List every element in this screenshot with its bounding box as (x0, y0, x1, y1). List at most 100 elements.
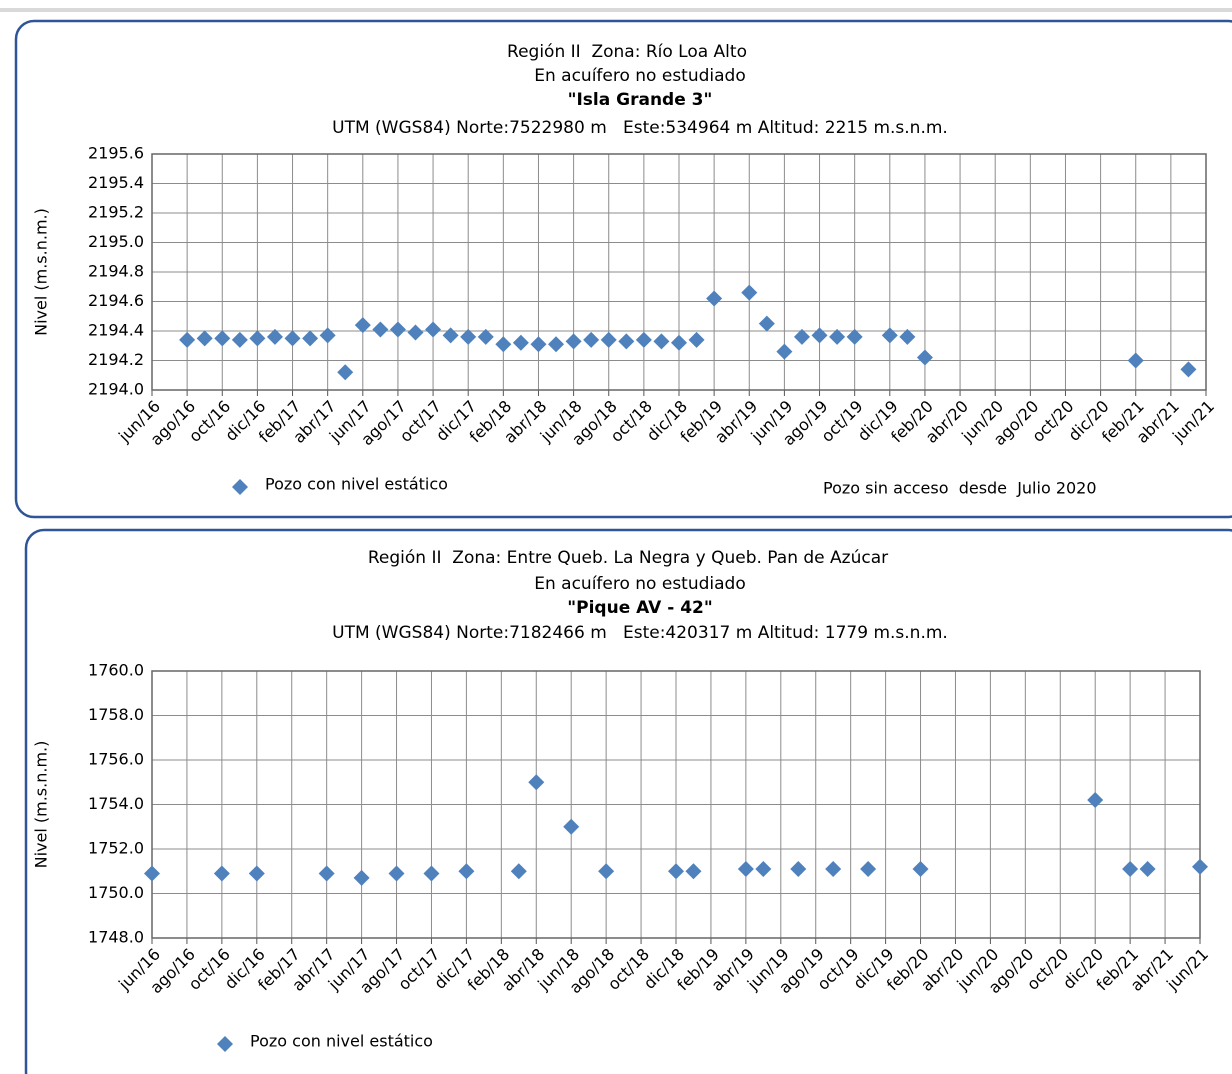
data-point (388, 865, 405, 882)
region-title: Región II Zona: Río Loa Alto (507, 42, 747, 62)
aquifer-title: En acuífero no estudiado (534, 66, 746, 86)
data-point (635, 331, 652, 348)
data-point (372, 321, 389, 338)
data-point (737, 861, 754, 878)
y-tick-label: 2195.2 (88, 203, 144, 222)
y-tick-label: 1748.0 (88, 928, 144, 947)
y-tick-label: 2194.2 (88, 350, 144, 369)
data-point (860, 861, 877, 878)
data-point (530, 336, 547, 353)
data-point (460, 328, 477, 345)
data-point (755, 861, 772, 878)
data-point (477, 328, 494, 345)
chart-subtitle: UTM (WGS84) Norte:7522980 m Este:534964 … (332, 118, 948, 138)
data-point (685, 863, 702, 880)
data-point (423, 865, 440, 882)
data-point (811, 327, 828, 344)
data-point (319, 327, 336, 344)
data-point (284, 330, 301, 347)
legend-label: Pozo con nivel estático (265, 475, 448, 494)
data-point (548, 336, 565, 353)
y-tick-label: 1756.0 (88, 750, 144, 769)
legend-marker (217, 1036, 233, 1052)
data-point (846, 328, 863, 345)
legend-label: Pozo con nivel estático (250, 1032, 433, 1051)
y-tick-label: 2194.6 (88, 291, 144, 310)
data-point (668, 863, 684, 880)
data-point (912, 861, 929, 878)
data-point (249, 330, 266, 347)
chart-subtitle: UTM (WGS84) Norte:7182466 m Este:420317 … (332, 623, 948, 643)
data-point (354, 317, 371, 334)
data-point (1122, 861, 1139, 878)
data-point (196, 330, 213, 347)
top-bar (0, 8, 1232, 12)
data-point (248, 865, 265, 882)
y-tick-label: 1758.0 (88, 705, 144, 724)
data-point (790, 861, 807, 878)
data-point (442, 327, 459, 344)
region-title: Región II Zona: Entre Queb. La Negra y Q… (368, 548, 888, 568)
data-point (598, 863, 615, 880)
data-point (1139, 861, 1156, 878)
chart-title: "Pique AV - 42" (567, 598, 712, 618)
data-point (583, 331, 600, 348)
data-point (266, 328, 283, 345)
data-point (510, 863, 527, 880)
annotation: Pozo sin acceso desde Julio 2020 (823, 479, 1097, 498)
y-tick-label: 1760.0 (88, 661, 144, 680)
data-point (600, 331, 617, 348)
data-point (899, 328, 916, 345)
y-tick-label: 2194.4 (88, 321, 144, 340)
data-point (916, 349, 933, 366)
data-point (618, 333, 635, 350)
data-point (214, 330, 231, 347)
data-point (144, 865, 160, 882)
data-point (337, 364, 354, 381)
data-point (353, 869, 370, 886)
aquifer-title: En acuífero no estudiado (534, 574, 746, 594)
data-point (563, 818, 580, 835)
chart-title: "Isla Grande 3" (568, 90, 713, 110)
y-tick-label: 1754.0 (88, 794, 144, 813)
data-point (1192, 858, 1208, 875)
data-point (318, 865, 335, 882)
data-point (758, 315, 775, 332)
data-point (825, 861, 842, 878)
data-point (213, 865, 230, 882)
data-point (1087, 792, 1104, 809)
data-point (653, 333, 670, 350)
y-tick-label: 2195.0 (88, 232, 144, 251)
panel (24, 528, 1232, 1074)
data-point (389, 321, 406, 338)
data-point (179, 331, 196, 348)
plot-frame (151, 153, 1207, 391)
data-point (741, 284, 758, 301)
plot-frame (151, 670, 1201, 939)
data-point (671, 334, 687, 351)
data-point (565, 333, 582, 350)
data-point (829, 328, 846, 345)
y-tick-label: 1752.0 (88, 839, 144, 858)
y-tick-label: 2194.0 (88, 380, 144, 399)
y-axis-label: Nivel (m.s.n.m.) (32, 741, 51, 869)
data-point (458, 863, 475, 880)
data-point (425, 321, 442, 338)
legend-marker (232, 479, 248, 495)
data-point (881, 327, 898, 344)
data-point (495, 336, 512, 353)
data-point (407, 324, 424, 341)
y-tick-label: 1750.0 (88, 883, 144, 902)
data-point (688, 331, 705, 348)
data-point (793, 328, 810, 345)
data-point (776, 343, 793, 360)
data-point (1180, 361, 1197, 378)
data-point (302, 330, 319, 347)
y-tick-label: 2194.8 (88, 262, 144, 281)
data-point (231, 331, 248, 348)
data-point (512, 334, 529, 351)
y-tick-label: 2195.6 (88, 144, 144, 163)
data-point (1127, 352, 1144, 369)
data-point (528, 774, 545, 791)
